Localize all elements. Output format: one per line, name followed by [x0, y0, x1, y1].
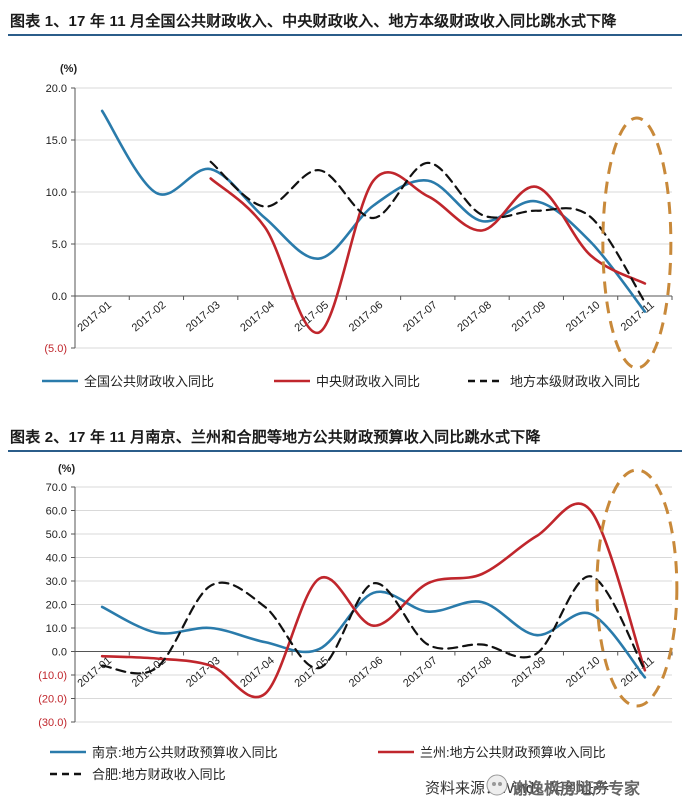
- series-line-1: [100, 590, 647, 679]
- figure2-title: 图表 2、17 年 11 月南京、兰州和合肥等地方公共财政预算收入同比跳水式下降: [10, 429, 541, 446]
- x-tick-label: 2017-07: [401, 299, 440, 334]
- legend-label-3: 合肥:地方财政收入同比: [92, 767, 226, 782]
- legend-label-3: 地方本级财政收入同比: [510, 374, 640, 389]
- x-tick-label: 2017-07: [401, 655, 440, 690]
- y-tick-label: 20.0: [46, 600, 67, 612]
- x-tick-label: 2017-08: [455, 299, 494, 334]
- y-tick-label: 5.0: [52, 239, 67, 251]
- figure1-title-rule: [8, 34, 682, 36]
- series-line-3: [101, 575, 646, 675]
- figure2-title-rule: [8, 450, 682, 452]
- unit-label: (%): [58, 463, 75, 475]
- y-tick-label: 30.0: [46, 576, 67, 588]
- unit-label: (%): [60, 63, 77, 75]
- series-line-1: [100, 109, 647, 313]
- y-tick-label: (30.0): [38, 717, 67, 729]
- figure1-title: 图表 1、17 年 11 月全国公共财政收入、中央财政收入、地方本级财政收入同比…: [10, 13, 617, 30]
- y-tick-label: (20.0): [38, 694, 67, 706]
- y-tick-label: 0.0: [52, 291, 67, 303]
- legend-label-1: 全国公共财政收入同比: [84, 374, 214, 389]
- x-tick-label: 2017-03: [184, 655, 223, 690]
- x-tick-label: 2017-01: [75, 655, 114, 690]
- legend-label-2: 中央财政收入同比: [316, 374, 420, 389]
- x-tick-label: 2017-09: [510, 299, 549, 334]
- y-tick-label: 50.0: [46, 529, 67, 541]
- highlight-ellipse: [601, 116, 673, 370]
- y-tick-label: 15.0: [46, 135, 67, 147]
- x-tick-label: 2017-06: [347, 299, 386, 334]
- y-tick-label: 10.0: [46, 623, 67, 635]
- x-tick-label: 2017-04: [238, 299, 277, 334]
- y-tick-label: 0.0: [52, 647, 67, 659]
- y-tick-label: 10.0: [46, 187, 67, 199]
- y-tick-label: (5.0): [44, 343, 67, 355]
- x-tick-label: 2017-09: [510, 655, 549, 690]
- y-tick-label: 70.0: [46, 482, 67, 494]
- highlight-ellipse: [595, 468, 679, 708]
- wechat-icon: [486, 774, 508, 796]
- x-tick-label: 2017-11: [619, 299, 657, 334]
- x-tick-label: 2017-01: [75, 299, 114, 334]
- x-tick-label: 2017-08: [455, 655, 494, 690]
- x-tick-label: 2017-05: [293, 655, 332, 690]
- x-tick-label: 2017-11: [619, 655, 657, 690]
- legend-label-2: 兰州:地方公共财政预算收入同比: [420, 745, 606, 760]
- source-note: 资料来源：Wind，华创证券: [425, 780, 610, 797]
- x-tick-label: 2017-10: [564, 655, 603, 690]
- series-line-3: [209, 160, 646, 304]
- y-tick-label: 60.0: [46, 506, 67, 518]
- legend-label-1: 南京:地方公共财政预算收入同比: [92, 745, 278, 760]
- x-tick-label: 2017-03: [184, 299, 223, 334]
- y-tick-label: (10.0): [38, 670, 67, 682]
- y-tick-label: 40.0: [46, 553, 67, 565]
- x-tick-label: 2017-10: [564, 299, 603, 334]
- watermark-text: 谢逸枫房地产专家: [512, 781, 641, 798]
- chart1: (%) (5.0) 0.0 5.0 10.0 15.0 20.0 2017-01 2017-02…: [42, 63, 673, 389]
- series-line-2: [100, 502, 647, 699]
- y-tick-label: 20.0: [46, 83, 67, 95]
- chart2: (%) (30.0) (20.0) (10.0) 0.0 10.0 20.0 30.0 40.0…: [38, 463, 679, 782]
- series-line-2: [209, 171, 647, 334]
- x-tick-label: 2017-06: [347, 655, 386, 690]
- x-tick-label: 2017-02: [130, 299, 169, 334]
